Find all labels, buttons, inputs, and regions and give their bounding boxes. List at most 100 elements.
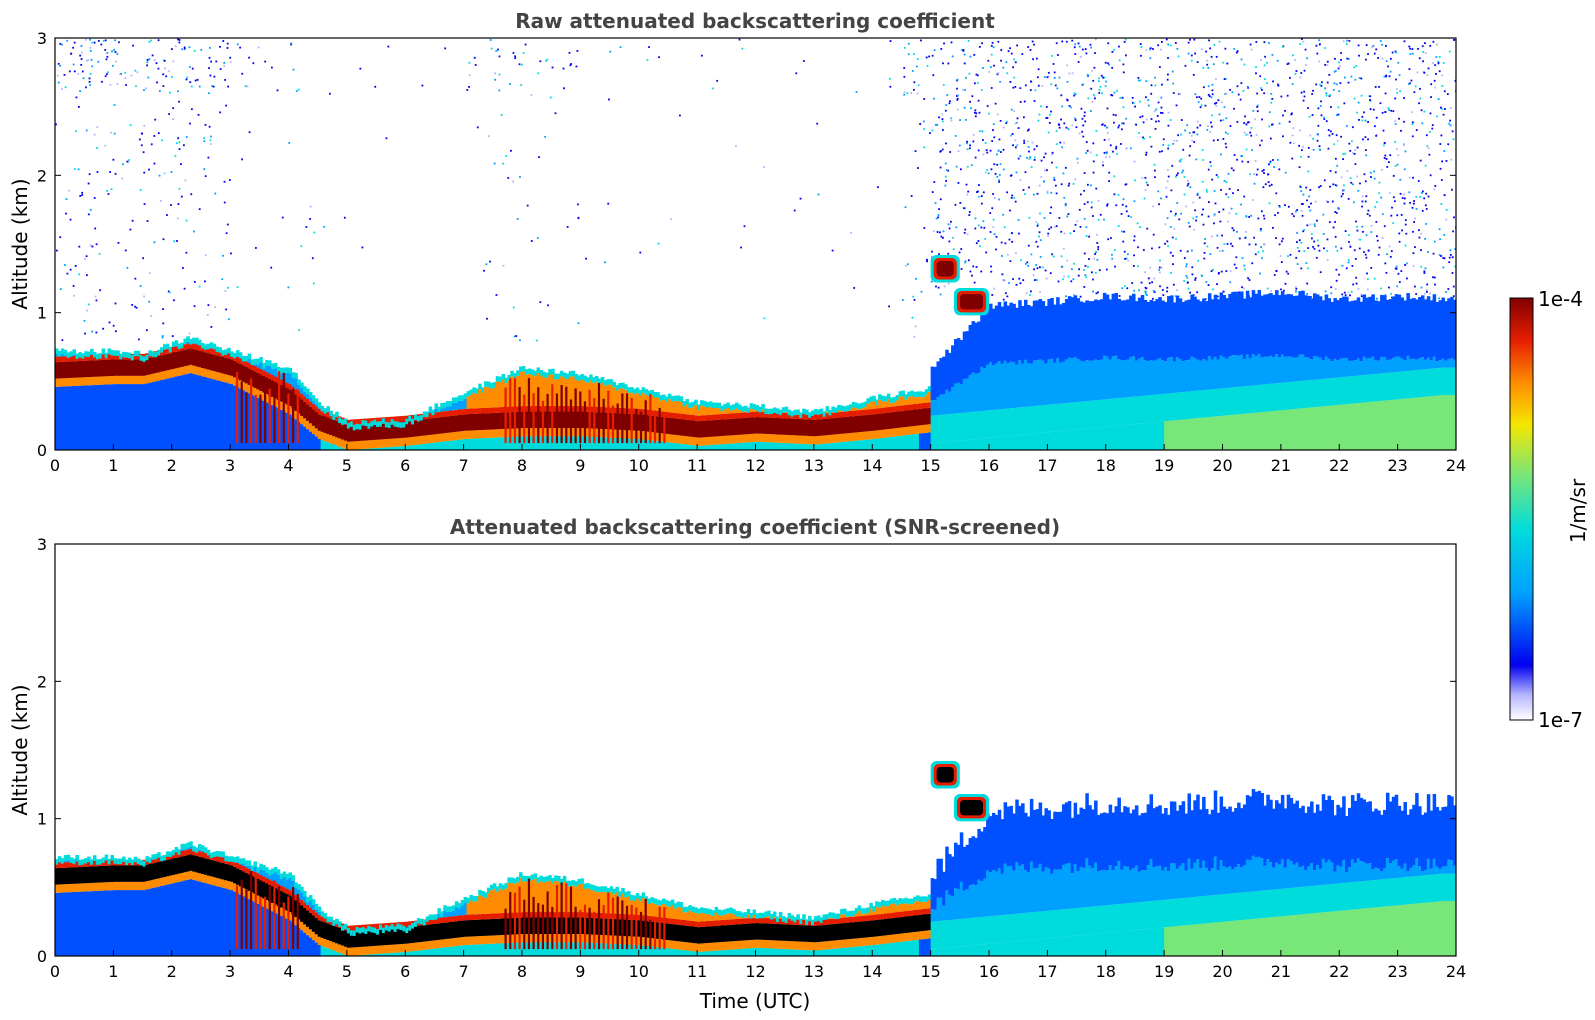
boundary-layer-cell — [901, 390, 905, 397]
residual-layer-cell — [1339, 377, 1343, 405]
residual-layer-cell — [1082, 361, 1086, 402]
boundary-layer-cell — [562, 428, 567, 437]
noise-pixel — [1378, 85, 1380, 88]
noise-pixel — [109, 171, 112, 173]
residual-layer-cell — [1245, 413, 1250, 450]
noise-pixel — [1036, 224, 1039, 227]
noise-pixel — [1325, 92, 1328, 95]
noise-pixel — [1241, 286, 1243, 289]
turbulence-column — [663, 414, 666, 444]
boundary-layer-cell — [749, 442, 754, 450]
boundary-layer-cell — [770, 442, 774, 450]
noise-pixel — [1197, 101, 1200, 104]
boundary-layer-cell — [320, 409, 325, 416]
noise-pixel — [1001, 255, 1003, 257]
noise-pixel — [1366, 278, 1369, 281]
noise-pixel — [1229, 88, 1232, 91]
noise-pixel — [1151, 247, 1153, 250]
boundary-layer-cell — [825, 435, 830, 444]
noise-pixel — [1055, 130, 1058, 132]
residual-layer-cell — [1213, 294, 1218, 357]
noise-pixel — [946, 169, 948, 172]
boundary-layer-cell — [431, 412, 436, 419]
noise-pixel — [969, 100, 971, 103]
noise-pixel — [114, 302, 117, 305]
noise-pixel — [963, 62, 966, 65]
boundary-layer-cell — [57, 378, 62, 387]
x-tick-label: 6 — [400, 456, 410, 475]
boundary-layer-cell — [524, 428, 529, 437]
noise-pixel — [1448, 261, 1451, 264]
boundary-layer-cell — [262, 370, 266, 376]
turbulence-column — [292, 388, 295, 444]
residual-layer-cell — [1342, 376, 1346, 405]
noise-pixel — [1439, 143, 1442, 145]
boundary-layer-cell — [492, 412, 497, 430]
residual-layer-cell — [1117, 298, 1121, 360]
residual-layer-cell — [1222, 388, 1227, 416]
residual-layer-cell — [945, 441, 949, 450]
residual-layer-cell — [1003, 301, 1008, 361]
noise-pixel — [1176, 202, 1179, 204]
noise-pixel — [1227, 132, 1229, 135]
boundary-layer-cell — [889, 402, 894, 407]
noise-pixel — [530, 240, 533, 242]
boundary-layer-cell — [700, 437, 704, 446]
boundary-layer-cell — [306, 388, 310, 395]
noise-pixel — [639, 251, 642, 254]
boundary-layer-cell — [288, 406, 293, 415]
residual-layer-cell — [1181, 392, 1186, 420]
noise-pixel — [495, 294, 498, 296]
noise-pixel — [955, 95, 958, 97]
noise-pixel — [1342, 153, 1345, 155]
residual-layer-cell — [1397, 399, 1402, 450]
boundary-layer-cell — [580, 428, 584, 437]
noise-pixel — [1203, 251, 1206, 254]
boundary-layer-cell — [761, 409, 765, 412]
noise-pixel — [1236, 121, 1239, 123]
boundary-layer-cell — [796, 418, 800, 436]
turbulence-column — [551, 384, 554, 444]
boundary-layer-cell — [831, 442, 835, 450]
boundary-layer-cell — [793, 435, 797, 444]
noise-pixel — [1318, 186, 1320, 189]
noise-pixel — [80, 63, 83, 66]
noise-pixel — [146, 61, 149, 64]
boundary-layer-cell — [411, 418, 415, 425]
noise-pixel — [1278, 168, 1281, 171]
boundary-layer-cell — [352, 424, 357, 442]
noise-pixel — [1137, 265, 1140, 268]
noise-pixel — [1336, 249, 1339, 252]
noise-pixel — [1106, 204, 1109, 207]
boundary-layer-cell — [755, 441, 760, 450]
noise-pixel — [1217, 176, 1219, 179]
noise-pixel — [61, 43, 63, 46]
residual-layer-cell — [1237, 292, 1241, 356]
turbulence-column — [588, 389, 591, 444]
noise-pixel — [1241, 160, 1244, 163]
noise-pixel — [1243, 122, 1246, 124]
residual-layer-cell — [1175, 392, 1180, 421]
turbulence-column — [546, 393, 549, 444]
boundary-layer-cell — [437, 411, 441, 418]
noise-pixel — [966, 233, 969, 236]
noise-pixel — [946, 94, 949, 96]
boundary-layer-cell — [279, 373, 284, 380]
residual-layer-cell — [939, 357, 943, 395]
boundary-layer-cell — [609, 379, 614, 385]
residual-layer-cell — [1371, 294, 1375, 357]
noise-pixel — [1085, 226, 1088, 229]
noise-pixel — [1166, 240, 1169, 243]
residual-layer-cell — [977, 372, 981, 412]
residual-layer-cell — [1231, 387, 1235, 415]
noise-pixel — [1060, 118, 1062, 121]
boundary-layer-cell — [519, 366, 523, 372]
boundary-layer-cell — [831, 418, 835, 435]
noise-pixel — [148, 40, 151, 43]
boundary-layer-cell — [224, 374, 228, 383]
boundary-layer-cell — [492, 407, 497, 413]
noise-pixel — [965, 118, 967, 121]
boundary-layer-cell — [174, 368, 179, 377]
boundary-layer-cell — [562, 378, 567, 407]
noise-pixel — [1213, 190, 1216, 192]
